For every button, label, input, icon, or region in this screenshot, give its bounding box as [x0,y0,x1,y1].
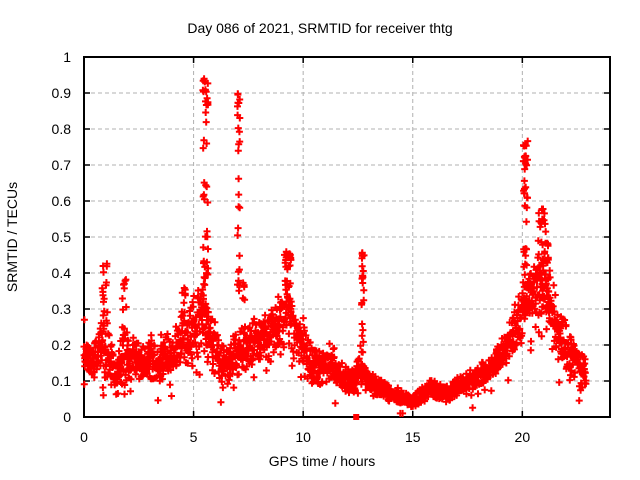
y-tick-label: 0.2 [52,337,72,353]
y-axis-label: SRMTID / TECUs [4,182,20,292]
y-tick-label: 0.6 [52,193,72,209]
y-tick-label: 0.3 [52,301,72,317]
scatter-data-points [80,75,590,420]
y-tick-label: 0 [63,409,71,425]
srmtid-plus-markers [80,75,590,417]
srmtid-square-marker [353,414,360,420]
y-tick-label: 0.5 [52,229,72,245]
y-tick-label: 1 [63,49,71,65]
tick-labels: 0 5 10 15 20 0 0.1 0.2 0.3 0.4 0.5 0.6 0.7 0.8 0.9 1 [52,49,531,445]
x-tick-label: 0 [80,429,88,445]
y-tick-label: 0.4 [52,265,72,281]
x-tick-label: 10 [295,429,311,445]
grid-lines [84,57,610,417]
y-tick-label: 0.9 [52,85,72,101]
x-axis-label: GPS time / hours [269,453,376,469]
x-tick-label: 15 [405,429,421,445]
x-tick-label: 20 [515,429,531,445]
x-tick-label: 5 [190,429,198,445]
y-tick-label: 0.1 [52,373,72,389]
y-tick-label: 0.8 [52,121,72,137]
chart-title: Day 086 of 2021, SRMTID for receiver tht… [187,20,452,36]
y-tick-label: 0.7 [52,157,72,173]
plot-border [83,56,611,418]
